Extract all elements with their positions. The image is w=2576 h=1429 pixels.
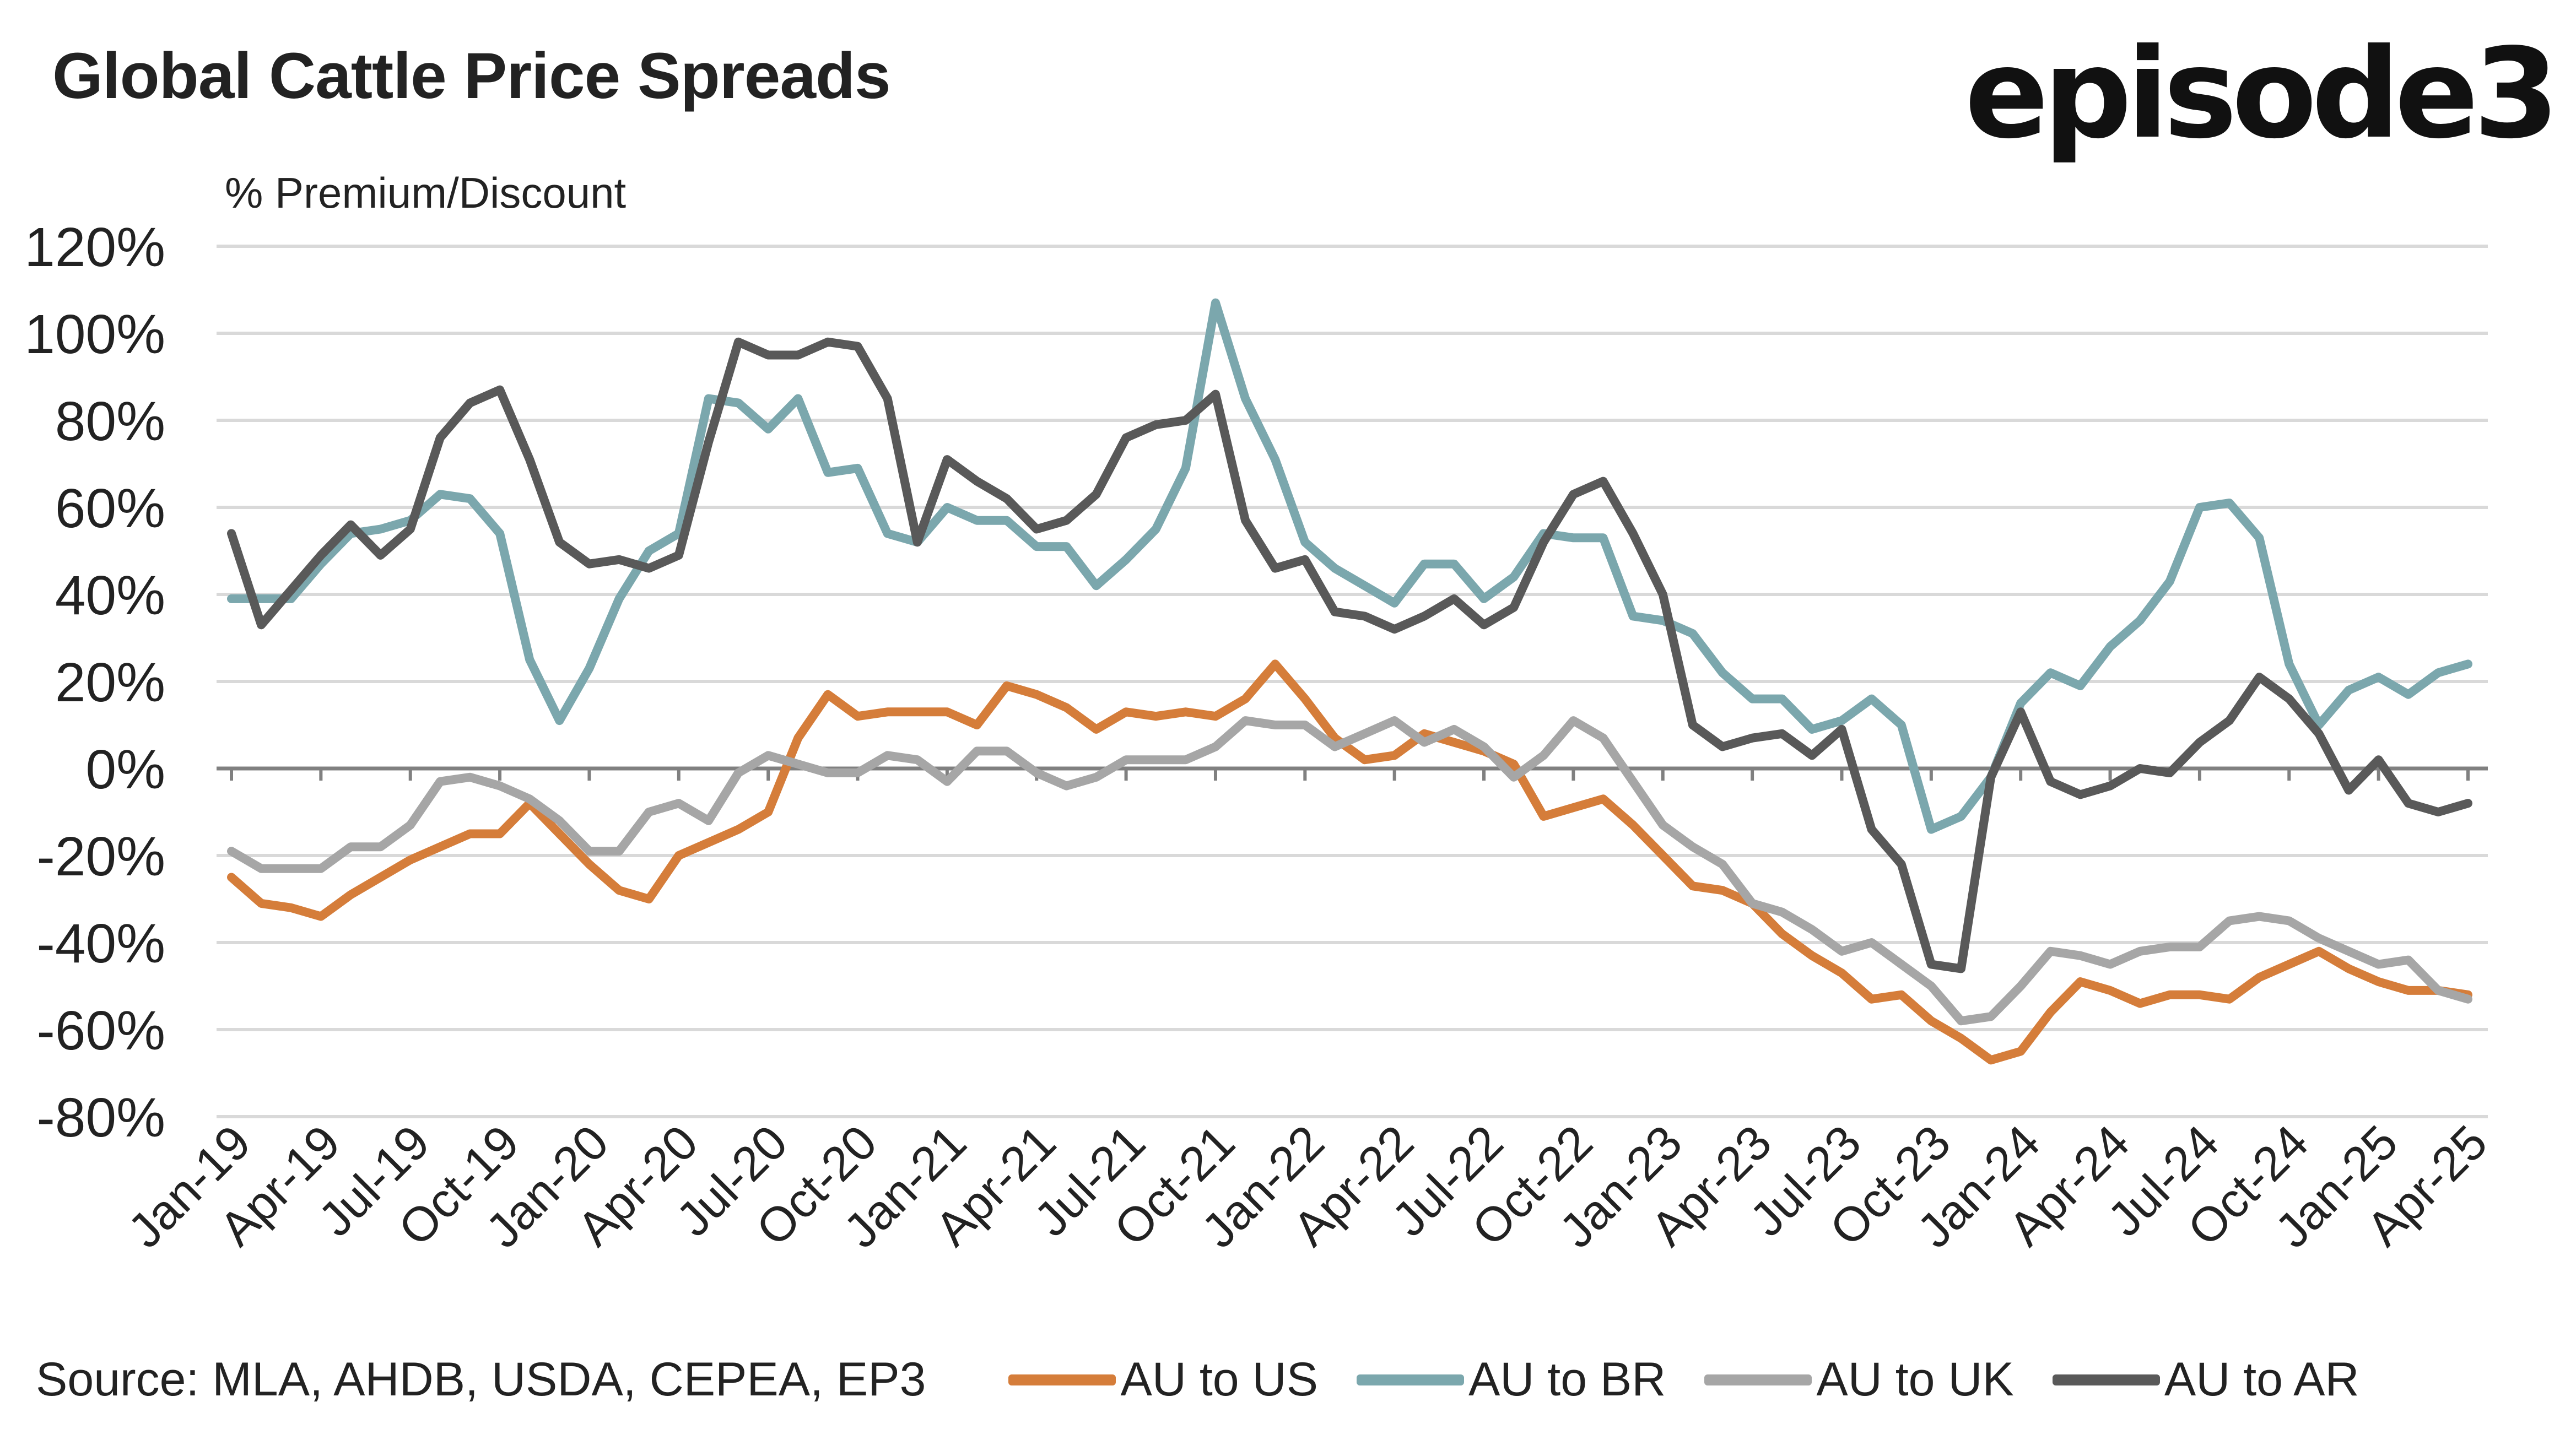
series-line-au-to-us [227,659,2472,1065]
source-note: Source: MLA, AHDB, USDA, CEPEA, EP3 [36,1353,926,1406]
y-tick-label: 60% [55,478,165,539]
legend-item-au-to-ar: AU to AR [2052,1352,2359,1407]
legend-item-au-to-br: AU to BR [1356,1352,1666,1407]
brand-logo: episode3 [1964,22,2559,166]
legend-item-au-to-uk: AU to UK [1704,1352,2014,1407]
y-axis-ticks: 120% 100% 80% 60% 40% 20% 0% -20% -40% -60% -80% [24,216,165,1149]
legend-swatch-au-to-ar [2052,1374,2160,1385]
series-line-au-to-ar [227,337,2472,973]
y-tick-label: 80% [55,391,165,452]
series-line-au-to-br [227,298,2472,834]
series-line-au-to-uk [227,716,2472,1026]
y-tick-label: 0% [85,739,165,800]
legend-label-au-to-us: AU to US [1120,1353,1318,1406]
legend-swatch-au-to-us [1008,1374,1116,1385]
gridlines [217,245,2488,1118]
legend-label-au-to-br: AU to BR [1468,1353,1666,1406]
legend-label-au-to-ar: AU to AR [2164,1353,2359,1406]
y-tick-label: 20% [55,652,165,713]
legend-item-au-to-us: AU to US [1008,1352,1318,1407]
legend-swatch-au-to-uk [1704,1374,1812,1385]
y-tick-label: -80% [37,1087,165,1149]
chart-title: Global Cattle Price Spreads [52,40,891,112]
y-tick-label: 120% [24,216,165,278]
y-axis-label: % Premium/Discount [225,169,627,217]
y-tick-label: -40% [37,913,165,975]
y-tick-label: -60% [37,1000,165,1062]
legend-label-au-to-uk: AU to UK [1816,1353,2014,1406]
legend-swatch-au-to-br [1356,1374,1464,1385]
y-tick-label: 100% [24,304,165,365]
series-lines [227,298,2472,1065]
y-tick-label: 40% [55,565,165,626]
y-tick-label: -20% [37,826,165,887]
x-axis-ticks: Jan-19Apr-19Jul-19Oct-19Jan-20Apr-20Jul-… [117,1114,2497,1258]
chart-footer: Source: MLA, AHDB, USDA, CEPEA, EP3 AU t… [36,1352,2359,1407]
